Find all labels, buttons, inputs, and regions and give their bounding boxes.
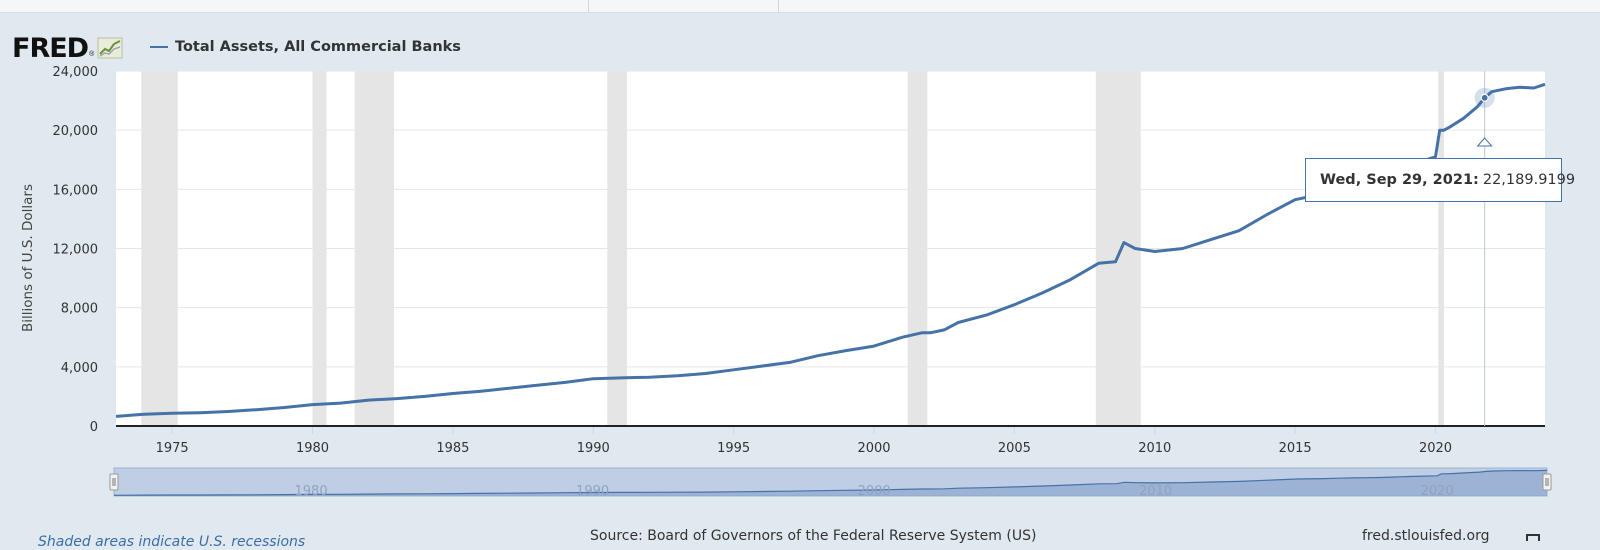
y-tick-label: 16,000 <box>53 183 99 198</box>
x-tick-label: 1975 <box>156 441 189 456</box>
navigator-label: 2010 <box>1139 484 1172 499</box>
navigator-handle-right[interactable] <box>1542 473 1552 491</box>
navigator-label: 1980 <box>295 484 328 499</box>
y-tick-label: 8,000 <box>61 302 98 317</box>
recession-note[interactable]: Shaded areas indicate U.S. recessions <box>38 534 306 550</box>
navigator-label: 2020 <box>1421 484 1454 499</box>
line-chart-icon <box>97 37 123 59</box>
site-link[interactable]: fred.stlouisfed.org <box>1362 528 1490 544</box>
x-tick-label: 2010 <box>1138 441 1171 456</box>
navigator-line <box>113 469 1548 496</box>
y-tick-label: 24,000 <box>53 65 99 80</box>
top-strip <box>0 0 1600 13</box>
x-tick-label: 1990 <box>577 441 610 456</box>
x-tick-label: 1985 <box>436 441 469 456</box>
tooltip-value: 22,189.9199 <box>1482 172 1576 188</box>
y-tick-label: 0 <box>90 420 98 435</box>
x-tick-label: 1995 <box>717 441 750 456</box>
x-tick-label: 1980 <box>296 441 329 456</box>
y-tick-label: 12,000 <box>53 243 99 258</box>
tooltip-pointer <box>1476 137 1493 147</box>
chart-canvas: 0 4,000 8,000 12,000 16,000 20,000 24,000 1975 1… <box>53 65 1552 499</box>
y-axis-title: Billions of U.S. Dollars <box>20 183 36 333</box>
top-divider <box>778 0 779 12</box>
chart-legend[interactable]: Total Assets, All Commercial Banks <box>150 39 461 55</box>
fred-logo[interactable]: FRED ® <box>12 32 123 64</box>
data-tooltip: Wed, Sep 29, 2021: 22,189.9199 <box>1305 158 1575 202</box>
legend-series-name: Total Assets, All Commercial Banks <box>175 39 461 55</box>
y-tick-label: 20,000 <box>53 124 99 139</box>
x-tick-label: 2005 <box>998 441 1031 456</box>
navigator-label: 2000 <box>858 484 891 499</box>
x-tick-label: 2020 <box>1419 441 1452 456</box>
highlight-point <box>1480 93 1489 102</box>
y-tick-label: 4,000 <box>61 361 98 376</box>
fullscreen-icon[interactable] <box>1526 534 1540 548</box>
x-tick-label: 2000 <box>857 441 890 456</box>
logo-text: FRED <box>12 32 89 64</box>
legend-swatch <box>150 46 168 48</box>
source-text: Source: Board of Governors of the Federa… <box>590 528 1037 544</box>
navigator-label: 1990 <box>576 484 609 499</box>
top-divider <box>588 0 589 12</box>
x-tick-label: 2015 <box>1279 441 1312 456</box>
series-line <box>115 82 1546 418</box>
logo-registered-mark: ® <box>89 51 95 58</box>
navigator-area <box>114 470 1547 496</box>
navigator-handle-left[interactable] <box>109 473 119 491</box>
fred-graph-frame: 0 4,000 8,000 12,000 16,000 20,000 24,000 1975 1… <box>0 12 1600 550</box>
tooltip-date: Wed, Sep 29, 2021: <box>1320 172 1479 188</box>
